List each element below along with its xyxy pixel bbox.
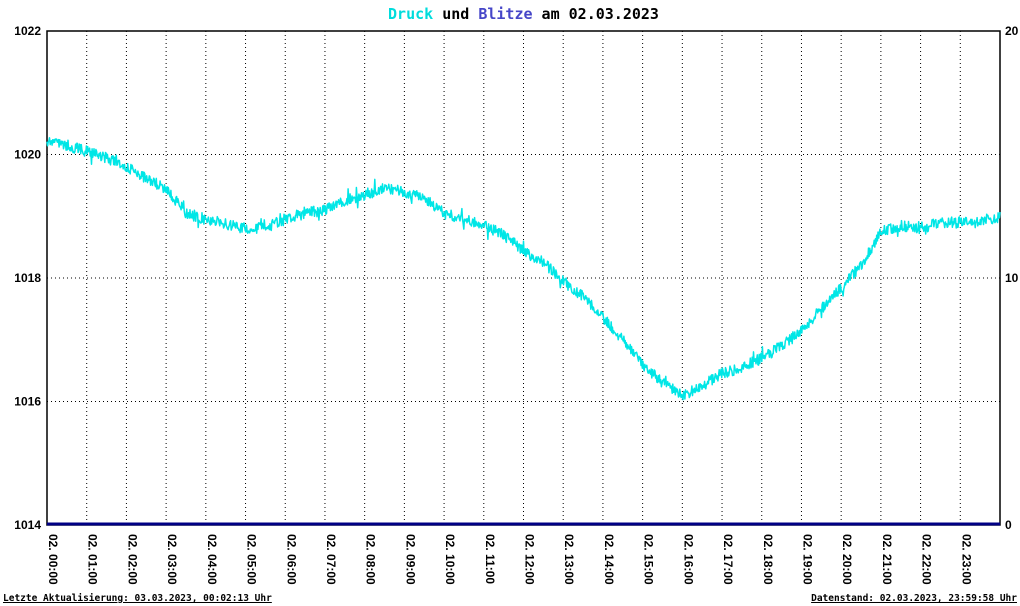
x-axis-tick-label: 02. 21:00	[880, 534, 894, 585]
x-axis-tick-label: 02. 14:00	[602, 534, 616, 585]
left-axis-tick-label: 1022	[14, 24, 41, 38]
left-axis-tick-label: 1016	[14, 395, 41, 409]
x-axis-tick-label: 02. 08:00	[364, 534, 378, 585]
left-axis-tick-label: 1020	[14, 148, 41, 162]
x-axis-tick-label: 02. 09:00	[403, 534, 417, 585]
title-joiner: und	[433, 5, 479, 23]
x-axis-tick-label: 02. 12:00	[523, 534, 537, 585]
druck-series-line	[46, 137, 1001, 401]
x-axis-tick-label: 02. 22:00	[920, 534, 934, 585]
x-axis-tick-label: 02. 19:00	[800, 534, 814, 585]
x-axis-tick-label: 02. 10:00	[443, 534, 457, 585]
x-axis-tick-label: 02. 02:00	[125, 534, 139, 585]
x-axis-tick-label: 02. 00:00	[46, 534, 60, 585]
x-axis-tick-label: 02. 17:00	[721, 534, 735, 585]
right-axis-tick-label: 20	[1005, 24, 1019, 38]
data-timestamp-text: Datenstand: 02.03.2023, 23:59:58 Uhr	[811, 593, 1017, 604]
right-axis-tick-label: 0	[1005, 518, 1012, 532]
title-series2: Blitze	[478, 5, 533, 23]
x-axis-tick-label: 02. 11:00	[483, 534, 497, 584]
x-axis-tick-label: 02. 23:00	[959, 534, 973, 585]
x-axis-tick-label: 02. 05:00	[245, 534, 259, 585]
x-axis-tick-label: 02. 01:00	[86, 534, 100, 585]
x-axis-tick-label: 02. 15:00	[642, 534, 656, 585]
right-axis-tick-label: 10	[1005, 271, 1019, 285]
title-suffix: am 02.03.2023	[532, 5, 659, 23]
x-axis-tick-label: 02. 06:00	[284, 534, 298, 585]
x-axis-tick-label: 02. 04:00	[205, 534, 219, 585]
left-axis-tick-label: 1018	[14, 271, 41, 285]
chart-title: Druck und Blitze am 02.03.2023	[47, 5, 1000, 23]
x-axis-tick-label: 02. 20:00	[840, 534, 854, 585]
x-axis-tick-label: 02. 16:00	[681, 534, 695, 585]
left-axis-tick-label: 1014	[14, 518, 41, 532]
x-axis-tick-label: 02. 13:00	[562, 534, 576, 585]
title-series1: Druck	[388, 5, 434, 23]
x-axis-tick-label: 02. 07:00	[324, 534, 338, 585]
x-axis-tick-label: 02. 18:00	[761, 534, 775, 585]
last-update-text: Letzte Aktualisierung: 03.03.2023, 00:02…	[3, 593, 272, 604]
x-axis-tick-label: 02. 03:00	[165, 534, 179, 585]
